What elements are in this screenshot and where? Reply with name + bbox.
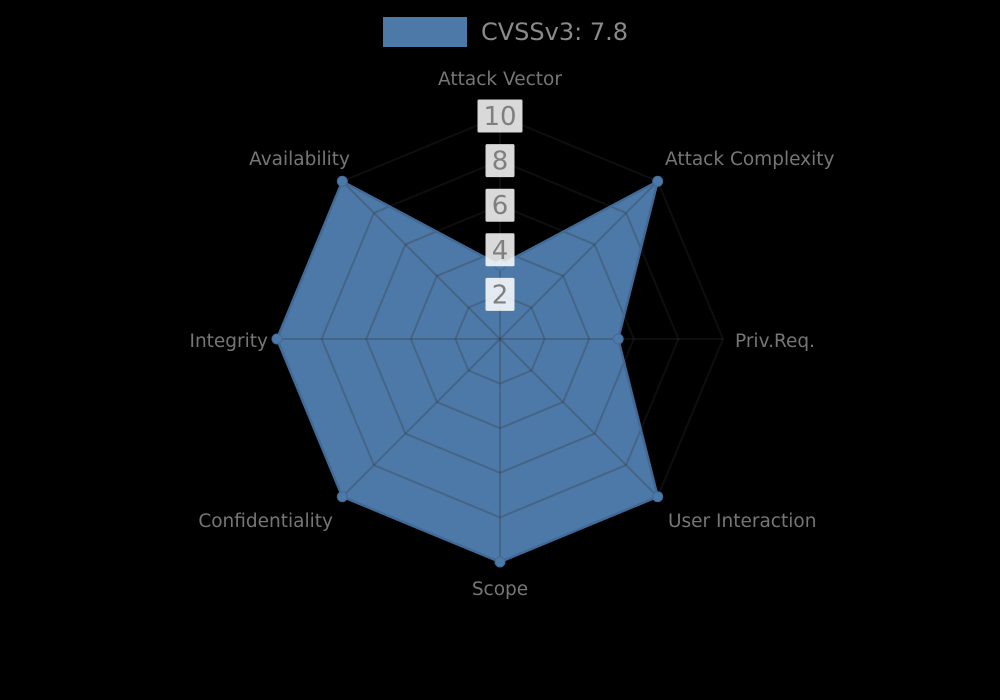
tick-box-10 bbox=[477, 99, 523, 133]
grid-ring-6 bbox=[365, 204, 635, 474]
grid-ring-4 bbox=[409, 248, 591, 430]
tick-box-4 bbox=[485, 233, 515, 267]
axis-label-availability: Availability bbox=[249, 149, 350, 170]
grid-ring-8 bbox=[320, 159, 680, 519]
radar-fill-polygon bbox=[277, 181, 658, 563]
tick-label-4: 4 bbox=[492, 236, 509, 266]
tick-label-2: 2 bbox=[492, 280, 509, 310]
vertex-marker-3 bbox=[652, 491, 664, 503]
axis-label-attack-vector: Attack Vector bbox=[438, 69, 562, 90]
legend-swatch bbox=[383, 17, 467, 47]
tick-box-2 bbox=[485, 277, 515, 311]
vertex-marker-5 bbox=[336, 491, 348, 503]
tick-box-8 bbox=[485, 144, 515, 178]
axis-label-attack-complexity: Attack Complexity bbox=[665, 149, 834, 170]
vertex-marker-4 bbox=[494, 556, 506, 568]
axis-spoke-5 bbox=[341, 338, 501, 498]
tick-box-6 bbox=[485, 188, 515, 222]
axis-label-integrity: Integrity bbox=[189, 331, 268, 352]
axis-spoke-7 bbox=[341, 180, 501, 340]
axis-label-priv-req: Priv.Req. bbox=[735, 331, 815, 352]
vertex-marker-6 bbox=[271, 333, 283, 345]
legend-label: CVSSv3: 7.8 bbox=[481, 18, 628, 46]
tick-label-6: 6 bbox=[492, 191, 509, 221]
tick-label-10: 10 bbox=[483, 102, 516, 132]
axis-spoke-3 bbox=[499, 338, 659, 498]
axis-label-scope: Scope bbox=[472, 579, 528, 600]
tick-label-8: 8 bbox=[492, 147, 509, 177]
vertex-marker-7 bbox=[336, 175, 348, 187]
vertex-marker-2 bbox=[612, 333, 624, 345]
axis-spoke-1 bbox=[499, 180, 659, 340]
grid-ring-2 bbox=[454, 293, 546, 385]
vertex-marker-1 bbox=[652, 175, 664, 187]
axis-label-user-interaction: User Interaction bbox=[668, 511, 816, 532]
legend: CVSSv3: 7.8 bbox=[383, 17, 628, 47]
axis-label-confidentiality: Confidentiality bbox=[198, 511, 333, 532]
